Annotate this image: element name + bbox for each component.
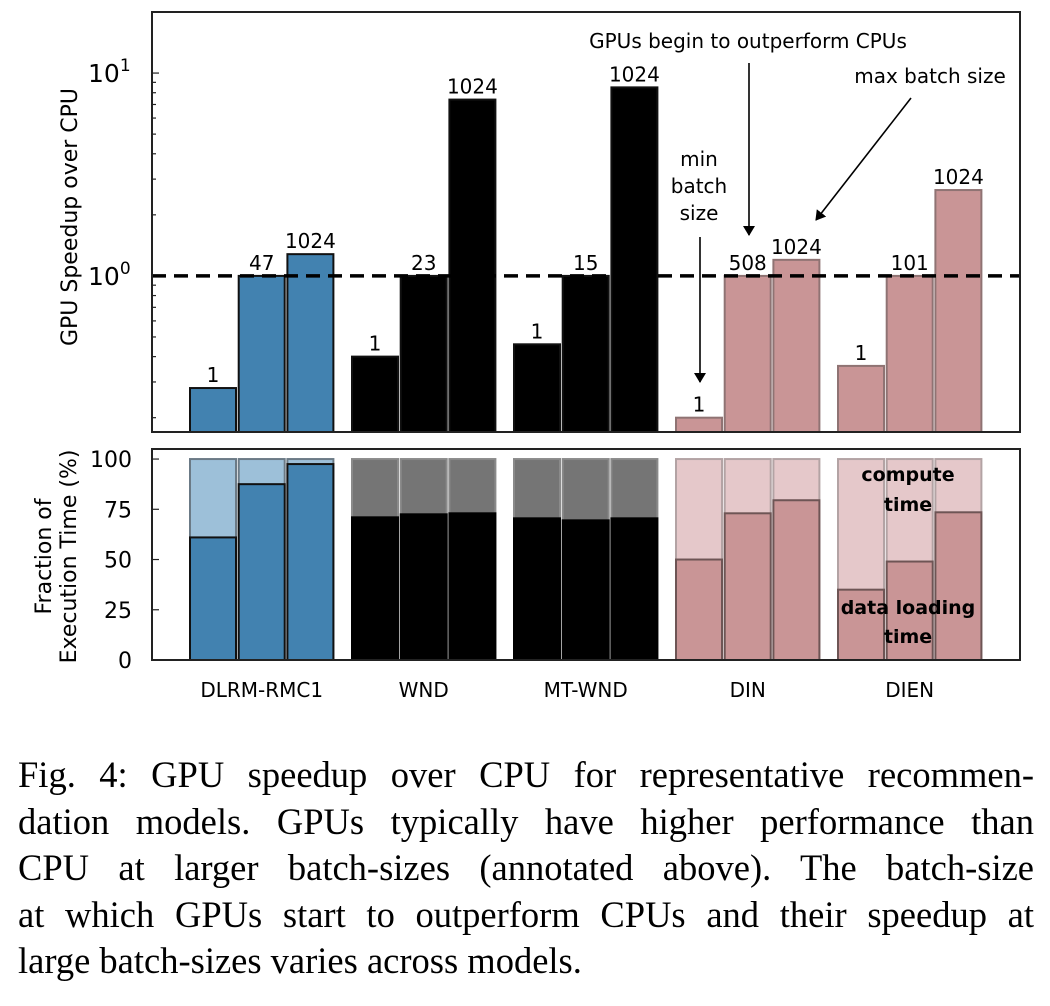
speedup-bar: [885, 274, 934, 433]
y-tick-label: 0: [118, 649, 132, 674]
data-loading-bar: [237, 483, 286, 661]
y-tick-label: 100: [90, 448, 132, 473]
y-tick-label: 25: [104, 599, 132, 624]
batch-size-label: 1024: [933, 165, 984, 189]
y-axis-label: Execution Time (%): [57, 450, 82, 664]
execution-time-panel: 0 25 50 75 100 Fraction of Execution Time (%) c…: [32, 448, 1021, 702]
data-loading-bar: [675, 558, 723, 661]
annotation-min-batch: size: [680, 201, 719, 225]
x-category-label: MT-WND: [544, 678, 628, 702]
speedup-bar: [723, 274, 772, 433]
annotation-compute-time: time: [884, 494, 932, 516]
annotation-data-loading-time: data loading: [841, 597, 976, 619]
speedup-bar: [513, 343, 561, 433]
data-loading-bar: [934, 511, 983, 661]
speedup-bar: [286, 253, 335, 433]
top-axes-frame: [151, 11, 1021, 433]
batch-size-label: 1: [855, 341, 868, 365]
batch-size-label: 1024: [771, 235, 822, 259]
y-tick-label: 100: [88, 259, 131, 291]
data-loading-bar: [561, 519, 610, 661]
speedup-bar: [448, 98, 497, 433]
speedup-bar: [837, 364, 885, 433]
data-loading-bar: [513, 517, 561, 661]
speedup-bar: [237, 274, 286, 433]
caption-line: large batch-sizes varies across models.: [18, 940, 582, 981]
annotation-max-batch: max batch size: [854, 64, 1006, 88]
data-loading-bar: [286, 463, 335, 662]
y-axis-label: Fraction of: [32, 497, 57, 614]
y-tick-label: 50: [104, 549, 132, 574]
batch-size-label: 1: [693, 393, 706, 417]
annotation-min-batch: min: [680, 147, 718, 171]
data-loading-bar: [399, 513, 448, 661]
speedup-bar: [675, 416, 723, 434]
speedup-bar: [399, 274, 448, 433]
speedup-bar: [351, 355, 399, 434]
y-tick-label: 75: [104, 498, 132, 523]
speedup-bar: [934, 189, 983, 433]
x-category-label: DIEN: [885, 678, 934, 702]
bottom-axes-frame: [151, 448, 1021, 661]
caption-line: CPU at larger batch-sizes (annotated abo…: [18, 847, 1034, 888]
data-loading-bar: [351, 516, 399, 661]
x-category-label: DIN: [730, 678, 766, 702]
speedup-bar: [189, 387, 237, 434]
figure-caption: Fig. 4: GPU speedup over CPU for represe…: [18, 752, 1034, 985]
batch-size-label: 1: [531, 319, 544, 343]
data-loading-bar: [448, 512, 497, 661]
batch-size-label: 1: [369, 332, 382, 356]
data-loading-bar: [610, 517, 659, 661]
batch-size-label: 1024: [609, 62, 660, 86]
batch-size-label: 1024: [447, 75, 498, 99]
data-loading-bar: [837, 588, 885, 662]
x-category-label: WND: [399, 678, 449, 702]
tick-exponent: 0: [120, 259, 131, 279]
tick-base: 10: [88, 59, 120, 88]
y-tick-label: 101: [88, 56, 131, 88]
annotation-data-loading-time: time: [884, 626, 932, 648]
caption-line: dation models. GPUs typically have highe…: [18, 800, 1034, 842]
speedup-bar: [772, 258, 821, 433]
batch-size-label: 1: [207, 363, 220, 387]
batch-size-label: 47: [249, 251, 274, 275]
batch-size-label: 23: [411, 251, 436, 275]
speedup-bar: [610, 86, 659, 434]
batch-size-label: 1024: [285, 229, 336, 253]
caption-line: at which GPUs start to outperform CPUs a…: [18, 893, 1034, 935]
caption-line: Fig. 4: GPU speedup over CPU for represe…: [18, 754, 1034, 795]
data-loading-bar: [189, 536, 237, 662]
arrow-max-batch: [815, 97, 912, 221]
batch-size-label: 508: [729, 251, 767, 275]
y-axis-label: GPU Speedup over CPU: [58, 88, 83, 346]
batch-size-label: 15: [573, 251, 598, 275]
annotation-compute-time: compute: [861, 464, 954, 486]
tick-base: 10: [88, 262, 120, 291]
speedup-bar: [561, 274, 610, 433]
data-loading-bar: [772, 499, 821, 661]
x-category-label: DLRM-RMC1: [200, 678, 323, 702]
data-loading-bar: [723, 512, 772, 661]
annotation-min-batch: batch: [671, 174, 727, 198]
batch-size-label: 101: [891, 251, 929, 275]
tick-exponent: 1: [120, 56, 131, 76]
annotation-outperform: GPUs begin to outperform CPUs: [589, 29, 907, 53]
